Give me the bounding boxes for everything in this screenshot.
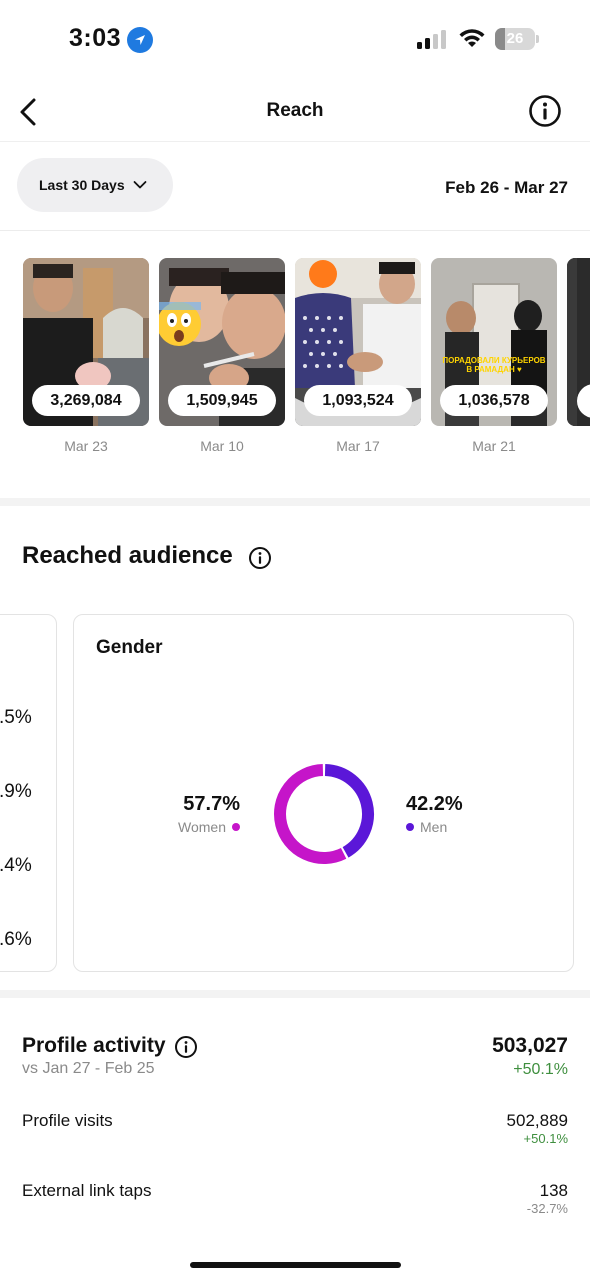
- metric-label: Profile visits: [22, 1111, 113, 1130]
- thumbnail-caption: ПОРАДОВАЛИ КУРЬЕРОВ В РАМАДАН ♥: [442, 356, 546, 374]
- section-title: Profile activity: [22, 1034, 166, 1057]
- status-time: 3:03: [69, 24, 122, 52]
- info-icon[interactable]: [528, 94, 562, 128]
- women-segment: [274, 764, 347, 864]
- thumbnail-reach-count: 1,093,524: [304, 385, 412, 416]
- women-legend-dot: [232, 823, 240, 831]
- metric-value: 138: [539, 1181, 568, 1200]
- back-button[interactable]: [12, 94, 44, 130]
- gender-card[interactable]: Gender 57.7% Women 42.2% Men: [73, 614, 574, 972]
- metric-value: 502,889: [506, 1111, 568, 1130]
- men-legend-dot: [406, 823, 414, 831]
- women-percentage: 57.7%: [183, 793, 240, 815]
- section-divider: [0, 498, 590, 506]
- battery-icon: 26: [495, 28, 539, 50]
- content-thumbnail[interactable]: 1,509,945: [159, 258, 285, 426]
- metric-change: +50.1%: [523, 1131, 568, 1146]
- cellular-signal-icon: [417, 30, 446, 49]
- content-thumbnail[interactable]: 1,093,524: [295, 258, 421, 426]
- content-thumbnail[interactable]: ПОРАДОВАЛИ КУРЬЕРОВ В РАМАДАН ♥ 1,036,57…: [431, 258, 557, 426]
- men-legend: Men: [406, 819, 447, 835]
- men-percentage: 42.2%: [406, 793, 463, 815]
- date-filter-label: Last 30 Days: [39, 177, 125, 193]
- thumbnail-reach-count: 1,036,578: [440, 385, 548, 416]
- thumbnail-image: [567, 258, 590, 426]
- audience-card-previous[interactable]: .5% .9% .4% .6%: [0, 614, 57, 972]
- section-title: Reached audience: [22, 542, 233, 569]
- status-bar: 3:03 26: [0, 0, 590, 82]
- content-thumbnail[interactable]: [567, 258, 590, 426]
- women-legend: Women: [178, 819, 240, 835]
- date-range-label: Feb 26 - Mar 27: [445, 178, 568, 197]
- top-navigation-bar: Reach: [0, 82, 590, 142]
- home-indicator[interactable]: [190, 1262, 401, 1268]
- info-icon[interactable]: [248, 546, 272, 570]
- men-segment: [324, 764, 374, 858]
- gender-donut-chart: [274, 764, 374, 864]
- top-content-carousel[interactable]: 3,269,084 Mar 23 1,509,945 Mar 10: [0, 258, 590, 458]
- divider: [0, 230, 590, 231]
- card-title: Gender: [96, 637, 163, 658]
- date-filter-dropdown[interactable]: Last 30 Days: [17, 158, 173, 212]
- battery-fill: [495, 28, 506, 50]
- thumbnail-date: Mar 10: [200, 438, 244, 454]
- info-icon[interactable]: [174, 1035, 198, 1059]
- thumbnail-date: Mar 21: [472, 438, 516, 454]
- profile-activity-change: +50.1%: [513, 1061, 568, 1078]
- stat-value: .5%: [0, 707, 32, 728]
- chevron-down-icon: [133, 181, 147, 189]
- page-title: Reach: [266, 100, 324, 121]
- wifi-icon: [459, 29, 485, 47]
- content-thumbnail[interactable]: 3,269,084: [23, 258, 149, 426]
- battery-level-text: 26: [506, 30, 524, 47]
- chevron-left-icon: [20, 98, 36, 126]
- thumbnail-date: Mar 23: [64, 438, 108, 454]
- thumbnail-date: Mar 17: [336, 438, 380, 454]
- location-arrow-icon: [127, 27, 153, 53]
- women-label: Women: [178, 819, 226, 835]
- comparison-period: vs Jan 27 - Feb 25: [22, 1060, 155, 1077]
- thumbnail-reach-count: 3,269,084: [32, 385, 140, 416]
- profile-activity-total: 503,027: [492, 1034, 568, 1057]
- carousel-next-button[interactable]: [577, 384, 590, 418]
- stat-value: .4%: [0, 855, 32, 876]
- metric-change: -32.7%: [526, 1201, 568, 1216]
- men-label: Men: [420, 819, 448, 835]
- thumbnail-reach-count: 1,509,945: [168, 385, 276, 416]
- stat-value: .6%: [0, 929, 32, 950]
- metric-label: External link taps: [22, 1181, 152, 1200]
- stat-value: .9%: [0, 781, 32, 802]
- section-divider: [0, 990, 590, 998]
